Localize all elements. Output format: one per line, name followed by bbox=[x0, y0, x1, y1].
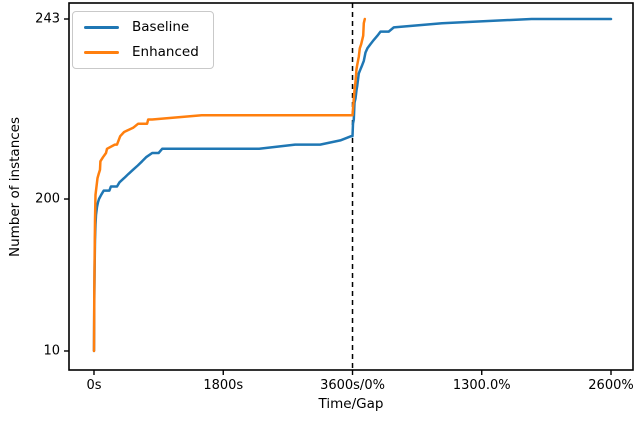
y-tick-label: 200 bbox=[35, 191, 60, 207]
series-line-enhanced bbox=[92, 17, 367, 353]
x-axis-label: Time/Gap bbox=[318, 396, 384, 412]
x-tick-label: 1800s bbox=[203, 378, 244, 393]
legend: Baseline Enhanced bbox=[72, 11, 214, 69]
legend-item-baseline: Baseline bbox=[84, 19, 199, 36]
x-tick-label: 2600% bbox=[588, 378, 634, 393]
y-axis-label: Number of instances bbox=[7, 116, 23, 258]
x-tick-label: 1300.0% bbox=[452, 378, 511, 393]
y-tick-label: 243 bbox=[35, 11, 60, 27]
x-tick-label: 3600s/0% bbox=[320, 378, 385, 393]
legend-label-baseline: Baseline bbox=[132, 18, 190, 35]
legend-label-enhanced: Enhanced bbox=[132, 43, 199, 60]
legend-line-sample-baseline bbox=[84, 26, 119, 29]
legend-line-sample-enhanced bbox=[84, 51, 119, 54]
x-tick-label: 0s bbox=[86, 378, 102, 393]
series-line-baseline bbox=[92, 17, 613, 353]
legend-item-enhanced: Enhanced bbox=[84, 44, 199, 61]
plot-spines bbox=[68, 2, 634, 371]
y-tick-label: 10 bbox=[43, 343, 60, 359]
